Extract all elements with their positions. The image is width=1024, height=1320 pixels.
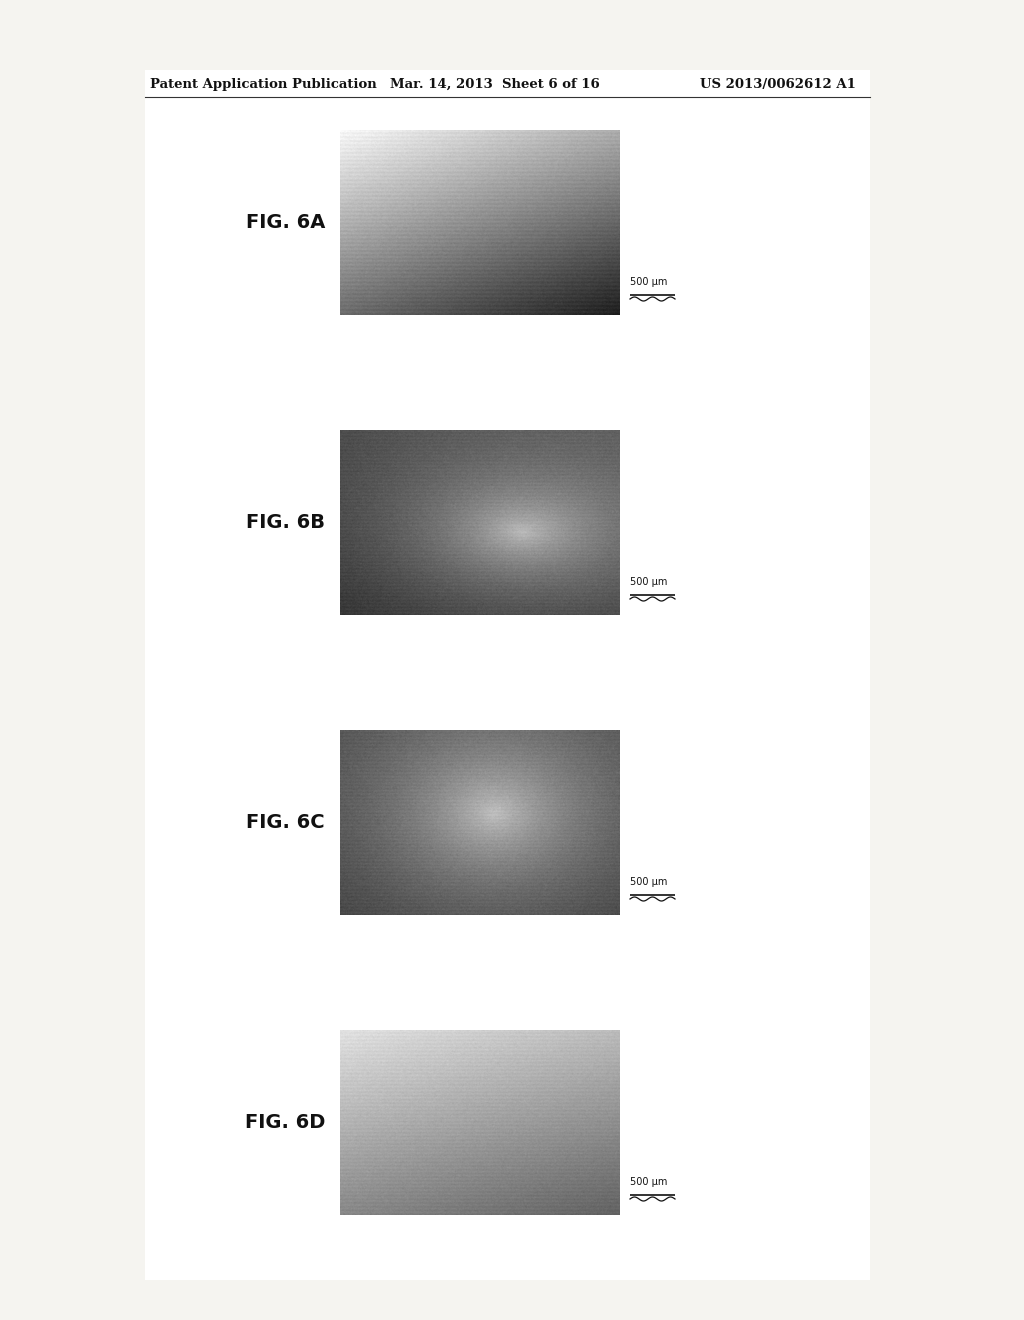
Text: 500 μm: 500 μm [630,577,668,587]
Text: Mar. 14, 2013  Sheet 6 of 16: Mar. 14, 2013 Sheet 6 of 16 [390,78,600,91]
Text: FIG. 6B: FIG. 6B [246,513,325,532]
Text: US 2013/0062612 A1: US 2013/0062612 A1 [700,78,856,91]
Text: FIG. 6D: FIG. 6D [245,1113,325,1133]
Bar [145,70,870,1280]
Text: FIG. 6C: FIG. 6C [247,813,325,832]
Text: 500 μm: 500 μm [630,876,668,887]
Text: FIG. 6A: FIG. 6A [246,213,325,232]
Text: Patent Application Publication: Patent Application Publication [150,78,377,91]
Text: 500 μm: 500 μm [630,1177,668,1187]
Text: 500 μm: 500 μm [630,277,668,286]
